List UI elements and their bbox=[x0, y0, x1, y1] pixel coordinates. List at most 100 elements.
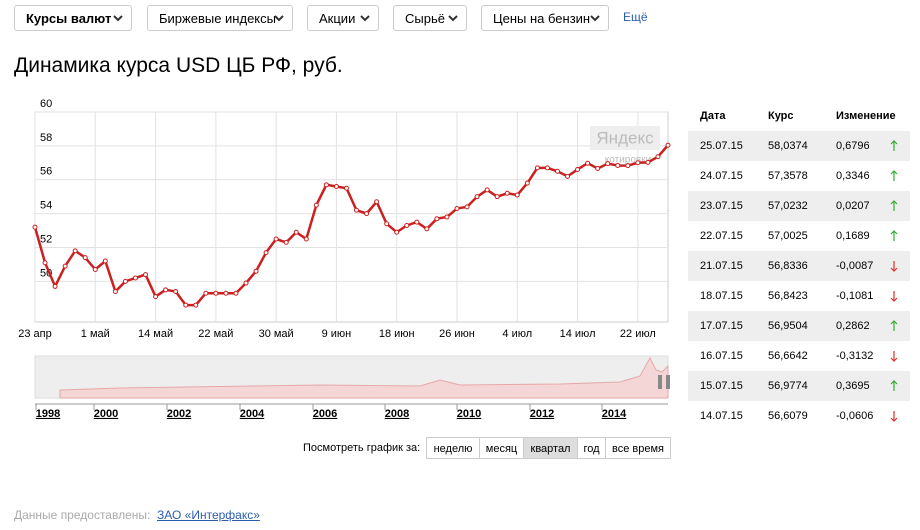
point bbox=[102, 258, 108, 264]
point bbox=[122, 278, 128, 284]
x-tick-label: 30 май bbox=[259, 328, 294, 340]
arrow-up bbox=[890, 230, 898, 241]
more-link[interactable]: Ещё bbox=[623, 10, 648, 24]
line bbox=[33, 144, 669, 307]
table-cell: 0,0207 bbox=[836, 200, 870, 212]
point bbox=[595, 165, 601, 171]
period-button[interactable]: квартал bbox=[523, 437, 578, 459]
footer-label: Данные предоставлены: bbox=[14, 508, 151, 522]
point bbox=[112, 289, 118, 295]
navigator-handle[interactable] bbox=[658, 375, 662, 389]
tab[interactable]: Биржевые индексы bbox=[147, 5, 293, 31]
point bbox=[42, 260, 48, 266]
plot-area bbox=[34, 111, 669, 323]
table-cell: 17.07.15 bbox=[700, 320, 743, 332]
table-cell: 0,1689 bbox=[836, 230, 870, 242]
point bbox=[374, 199, 380, 205]
x-tick-label: 14 июл bbox=[560, 328, 596, 340]
tab[interactable]: Сырьё bbox=[393, 5, 467, 31]
y-tick-label: 54 bbox=[40, 200, 52, 212]
x-tick-label: 4 июл bbox=[502, 328, 532, 340]
arrow-down bbox=[890, 261, 898, 272]
point bbox=[72, 248, 78, 254]
point bbox=[384, 221, 390, 227]
navigator-year[interactable]: 2006 bbox=[313, 408, 337, 420]
navigator-year[interactable]: 2000 bbox=[94, 408, 118, 420]
navigator-handle[interactable] bbox=[666, 375, 670, 389]
row-bg bbox=[688, 191, 910, 221]
point bbox=[183, 302, 189, 308]
x-tick-label: 14 май bbox=[138, 328, 173, 340]
period-button[interactable]: неделю bbox=[426, 437, 480, 459]
row-bg bbox=[688, 311, 910, 341]
table-cell: 0,3695 bbox=[836, 380, 870, 392]
table-cell: 0,2862 bbox=[836, 320, 870, 332]
period-button[interactable]: все время bbox=[605, 437, 671, 459]
table-cell: 24.07.15 bbox=[700, 170, 743, 182]
arrow-up bbox=[890, 200, 898, 211]
table-cell: 15.07.15 bbox=[700, 380, 743, 392]
navigator-year[interactable]: 2008 bbox=[385, 408, 409, 420]
table-header: Курс bbox=[768, 110, 794, 122]
navigator-year[interactable]: 2012 bbox=[530, 408, 554, 420]
point bbox=[655, 154, 661, 160]
point bbox=[554, 168, 560, 174]
point bbox=[434, 216, 440, 222]
table-header: Изменение bbox=[836, 110, 896, 122]
point bbox=[645, 159, 651, 165]
watermark: Яндекс bbox=[596, 128, 654, 147]
point bbox=[273, 236, 279, 242]
period-button[interactable]: год bbox=[577, 437, 606, 459]
table-cell: 23.07.15 bbox=[700, 200, 743, 212]
navigator-year[interactable]: 2014 bbox=[602, 408, 627, 420]
point bbox=[494, 194, 500, 200]
navigator-year[interactable]: 1998 bbox=[36, 408, 60, 420]
table-cell: 16.07.15 bbox=[700, 350, 743, 362]
tab[interactable]: Акции bbox=[307, 5, 379, 31]
arrow-up bbox=[890, 170, 898, 181]
point bbox=[665, 142, 671, 148]
navigator-area bbox=[59, 356, 669, 399]
y-tick-label: 60 bbox=[40, 98, 52, 110]
y-tick-label: 58 bbox=[40, 132, 52, 144]
x-tick-label: 22 июл bbox=[620, 328, 656, 340]
table-cell: -0,0087 bbox=[836, 260, 873, 272]
table-header: Дата bbox=[700, 110, 726, 122]
footer-link[interactable]: ЗАО «Интерфакс» bbox=[157, 508, 260, 522]
period-button[interactable]: месяц bbox=[479, 437, 524, 459]
table-cell: 57,0232 bbox=[768, 200, 808, 212]
point bbox=[143, 272, 149, 278]
point bbox=[333, 184, 339, 190]
point bbox=[585, 160, 591, 166]
period-label: Посмотреть график за: bbox=[303, 442, 421, 454]
table-cell: 56,8336 bbox=[768, 260, 808, 272]
navigator-year[interactable]: 2002 bbox=[167, 408, 191, 420]
tab[interactable]: Цены на бензин bbox=[481, 5, 609, 31]
table-cell: 56,6079 bbox=[768, 410, 808, 422]
point bbox=[263, 250, 269, 256]
point bbox=[213, 290, 219, 296]
tab-label: Сырьё bbox=[405, 11, 445, 26]
table-cell: 18.07.15 bbox=[700, 290, 743, 302]
x-tick-label: 18 июн bbox=[379, 328, 415, 340]
table-cell: 21.07.15 bbox=[700, 260, 743, 272]
y-tick-label: 52 bbox=[40, 233, 52, 245]
point bbox=[243, 280, 249, 286]
point bbox=[424, 226, 430, 232]
table-cell: -0,3132 bbox=[836, 350, 873, 362]
watermark: котировки bbox=[605, 155, 651, 166]
table-cell: 56,9774 bbox=[768, 380, 808, 392]
point bbox=[414, 219, 420, 225]
point bbox=[575, 166, 581, 172]
navigator-year[interactable]: 2004 bbox=[240, 408, 265, 420]
navigator-year[interactable]: 2010 bbox=[457, 408, 481, 420]
point bbox=[354, 207, 360, 213]
point bbox=[62, 263, 68, 269]
point bbox=[615, 162, 621, 168]
x-tick-label: 26 июн bbox=[439, 328, 475, 340]
tab[interactable]: Курсы валют bbox=[14, 5, 132, 31]
arrow-up bbox=[890, 140, 898, 151]
row-bg bbox=[688, 131, 910, 161]
table-cell: 25.07.15 bbox=[700, 140, 743, 152]
table: Дата Курс Изменение 25.07.15 58,0374 0,6796 24… bbox=[688, 110, 910, 422]
